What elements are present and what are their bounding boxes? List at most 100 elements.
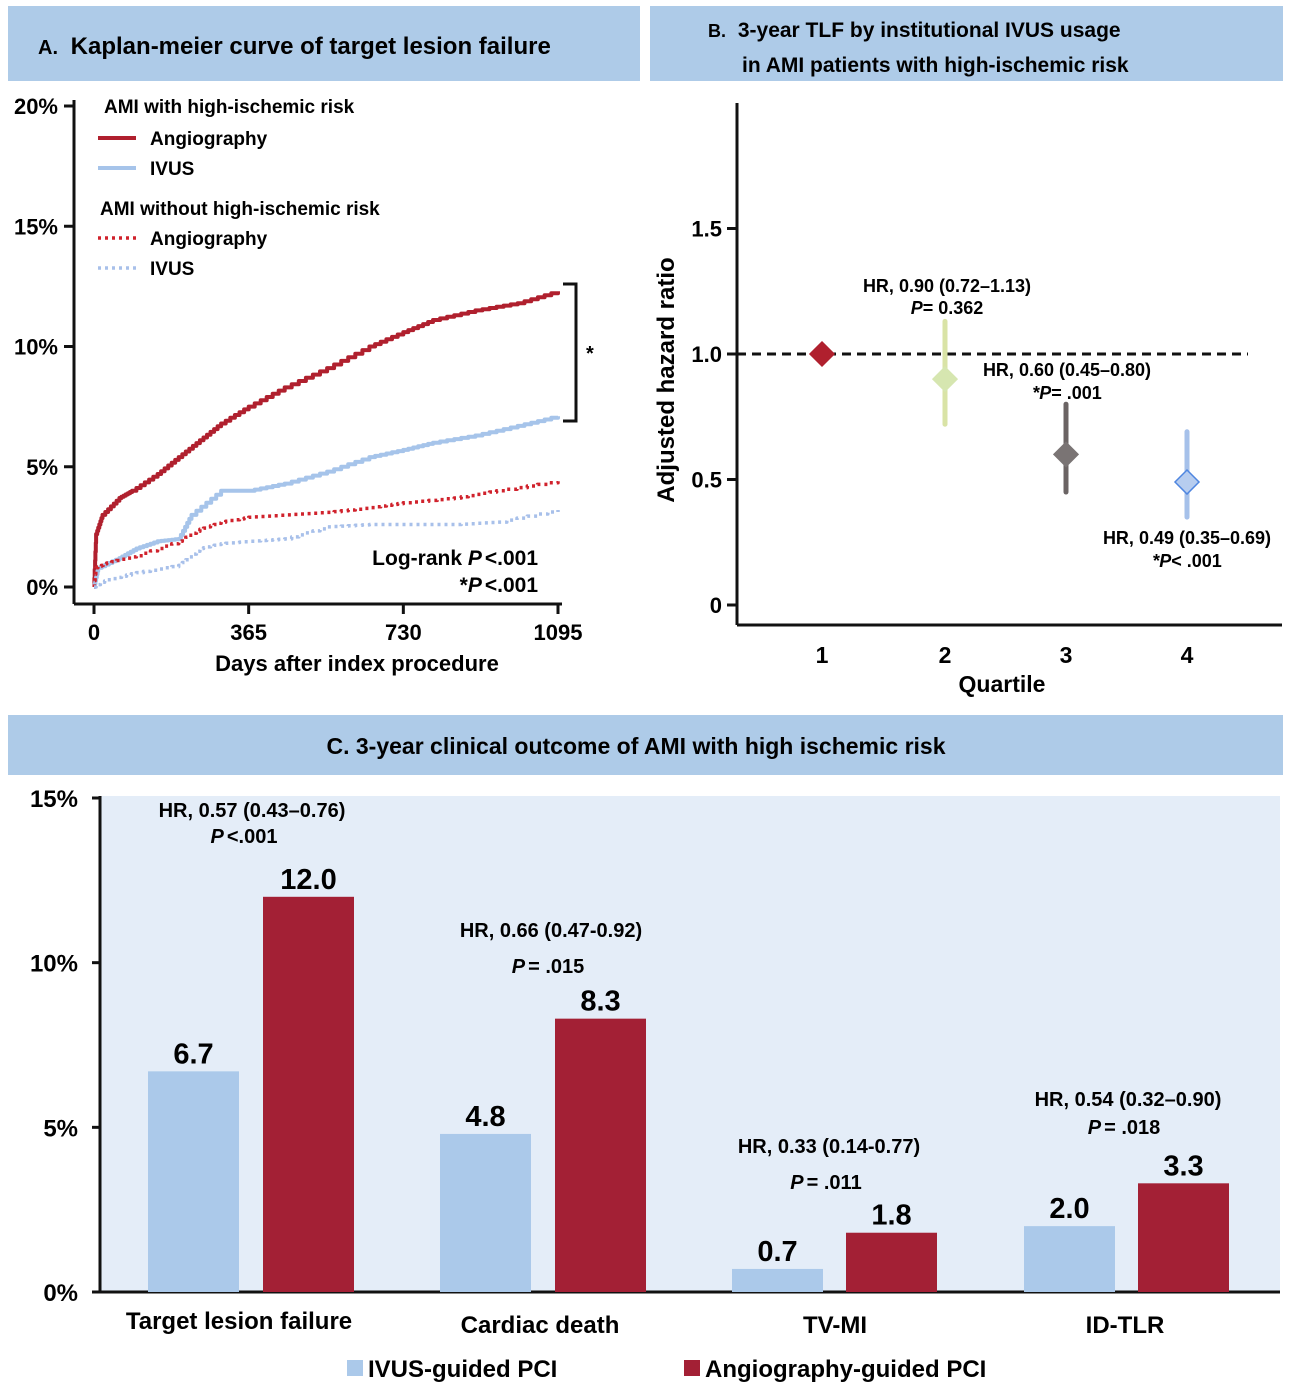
x-category-label: ID-TLR — [1086, 1312, 1165, 1339]
bar-value-label: 2.0 — [1049, 1193, 1089, 1225]
x-tick-label: 2 — [939, 642, 952, 668]
tvmi-p-annotation: P = .011 — [790, 1172, 861, 1194]
panel-a-kaplan-meier: A. Kaplan-meier curve of target lesion f… — [8, 6, 640, 676]
panel-b-header-bar — [650, 6, 1283, 81]
angio-bar — [1138, 1183, 1229, 1292]
q3-marker — [1052, 441, 1080, 468]
y-tick-label: 5% — [26, 455, 58, 480]
panel-a-curves — [92, 291, 560, 589]
angio-low-risk-curve — [92, 481, 560, 589]
legend-ivus-solid-label: IVUS — [150, 159, 194, 180]
legend-ivus-swatch — [347, 1360, 363, 1376]
y-tick-label: 10% — [14, 335, 58, 360]
y-tick-label: 0.5 — [691, 468, 722, 493]
angio-bar — [263, 896, 354, 1292]
x-tick-label: 3 — [1060, 642, 1073, 668]
panel-b-xlabel: Quartile — [959, 671, 1046, 697]
ivus-low-risk-curve — [94, 510, 560, 589]
panel-b-ylabel: Adjusted hazard ratio — [653, 257, 680, 502]
panel-b-marks — [808, 318, 1201, 520]
q1-marker — [808, 340, 836, 368]
y-tick-label: 15% — [14, 214, 58, 239]
x-tick-label: 0 — [88, 620, 100, 645]
q4-hr-annotation: HR, 0.49 (0.35–0.69) — [1103, 528, 1271, 548]
y-tick-label: 20% — [14, 94, 58, 119]
legend-group2-title: AMI without high-ischemic risk — [100, 199, 380, 220]
bar-value-label: 3.3 — [1163, 1150, 1203, 1182]
x-category-label: TV-MI — [803, 1312, 867, 1339]
ivus-high-risk-curve — [92, 415, 560, 589]
bar-value-label: 6.7 — [173, 1038, 213, 1070]
panel-a-header-bar — [8, 6, 640, 81]
ivus-bar — [148, 1071, 239, 1292]
significance-bracket — [563, 282, 578, 423]
y-tick-label: 1.0 — [691, 342, 722, 367]
y-tick-label: 0% — [43, 1280, 78, 1307]
legend-angio-label: Angiography-guided PCI — [705, 1356, 986, 1383]
svg-text:A. Kaplan-meier curve of t: A. Kaplan-meier curve of target lesion f… — [38, 33, 551, 60]
q2-p-annotation: P= 0.362 — [911, 298, 984, 318]
panel-a-xlabel: Days after index procedure — [215, 651, 499, 676]
q2-hr-annotation: HR, 0.90 (0.72–1.13) — [863, 276, 1031, 296]
q4-p-annotation: *P< .001 — [1152, 551, 1222, 571]
bar-value-label: 1.8 — [871, 1200, 911, 1232]
bracket-star: * — [586, 343, 594, 365]
idtlr-hr-annotation: HR, 0.54 (0.32–0.90) — [1035, 1089, 1222, 1111]
svg-text:B. 3-year TLF by instituti: B. 3-year TLF by institutional IVUS usag… — [708, 19, 1121, 42]
bar-value-label: 12.0 — [280, 864, 336, 896]
y-tick-label: 1.5 — [691, 217, 722, 242]
bar-value-label: 8.3 — [580, 986, 620, 1018]
x-tick-label: 365 — [230, 620, 267, 645]
legend-angio-solid-label: Angiography — [150, 129, 268, 150]
angio-bar — [555, 1018, 646, 1292]
y-tick-label: 15% — [30, 786, 78, 813]
ivus-bar — [1024, 1226, 1115, 1292]
bar-value-label: 0.7 — [757, 1236, 797, 1268]
legend-angio-dotted-label: Angiography — [150, 229, 268, 250]
y-tick-label: 0 — [710, 593, 722, 618]
panel-c-bar-chart: C. 3-year clinical outcome of AMI with h… — [8, 715, 1283, 1383]
panel-c-title: C. 3-year clinical outcome of AMI with h… — [326, 733, 945, 759]
panel-a-axes: 0% 5% 10% 15% 20% 0 365 730 1095 — [14, 94, 583, 645]
angio-bar — [846, 1232, 937, 1292]
panel-b-title-line1: 3-year TLF by institutional IVUS usage — [738, 19, 1121, 42]
x-category-label: Target lesion failure — [126, 1308, 352, 1335]
ivus-bar — [732, 1268, 823, 1292]
tvmi-hr-annotation: HR, 0.33 (0.14-0.77) — [738, 1136, 920, 1158]
panel-a-title: Kaplan-meier curve of target lesion fail… — [71, 33, 551, 60]
x-category-label: Cardiac death — [461, 1312, 620, 1339]
x-tick-label: 1095 — [534, 620, 583, 645]
panel-b-title-line2: in AMI patients with high-ischemic risk — [742, 54, 1129, 77]
panel-c-bars: 6.7 12.0 4.8 8.3 0.7 1.8 2.0 3.3 — [148, 864, 1229, 1292]
panel-a-legend: AMI with high-ischemic risk Angiography … — [98, 97, 380, 280]
q2-marker — [931, 366, 959, 393]
legend-group1-title: AMI with high-ischemic risk — [104, 97, 355, 118]
panel-a-letter: A. — [38, 37, 58, 59]
panel-c-header-bar — [8, 715, 1283, 775]
cd-p-annotation: P = .015 — [512, 956, 585, 978]
tlf-hr-annotation: HR, 0.57 (0.43–0.76) — [159, 800, 346, 822]
q3-p-annotation: *P= .001 — [1032, 383, 1102, 403]
panel-b-axes: 0 0.5 1.0 1.5 1 2 3 4 — [691, 103, 1282, 668]
y-tick-label: 0% — [26, 575, 58, 600]
tlf-p-annotation: P <.001 — [211, 826, 278, 848]
y-tick-label: 5% — [43, 1115, 78, 1142]
x-tick-label: 4 — [1181, 642, 1194, 668]
ivus-bar — [440, 1133, 531, 1292]
idtlr-p-annotation: P = .018 — [1088, 1117, 1161, 1139]
legend-angio-swatch — [684, 1360, 700, 1376]
q3-hr-annotation: HR, 0.60 (0.45–0.80) — [983, 360, 1151, 380]
x-tick-label: 1 — [816, 642, 829, 668]
angio-high-risk-curve — [92, 291, 560, 589]
star-p-text: *P <.001 — [460, 574, 539, 597]
y-tick-label: 10% — [30, 951, 78, 978]
legend-ivus-label: IVUS-guided PCI — [368, 1356, 557, 1383]
q4-marker — [1173, 468, 1201, 496]
panel-c-legend: IVUS-guided PCI Angiography-guided PCI — [347, 1356, 986, 1383]
bar-value-label: 4.8 — [465, 1101, 505, 1133]
logrank-text: Log-rank P <.001 — [372, 547, 538, 570]
panel-b-letter: B. — [708, 21, 726, 41]
panel-b-hazard-ratio: B. 3-year TLF by institutional IVUS usag… — [650, 6, 1283, 697]
legend-ivus-dotted-label: IVUS — [150, 259, 194, 280]
x-tick-label: 730 — [385, 620, 422, 645]
